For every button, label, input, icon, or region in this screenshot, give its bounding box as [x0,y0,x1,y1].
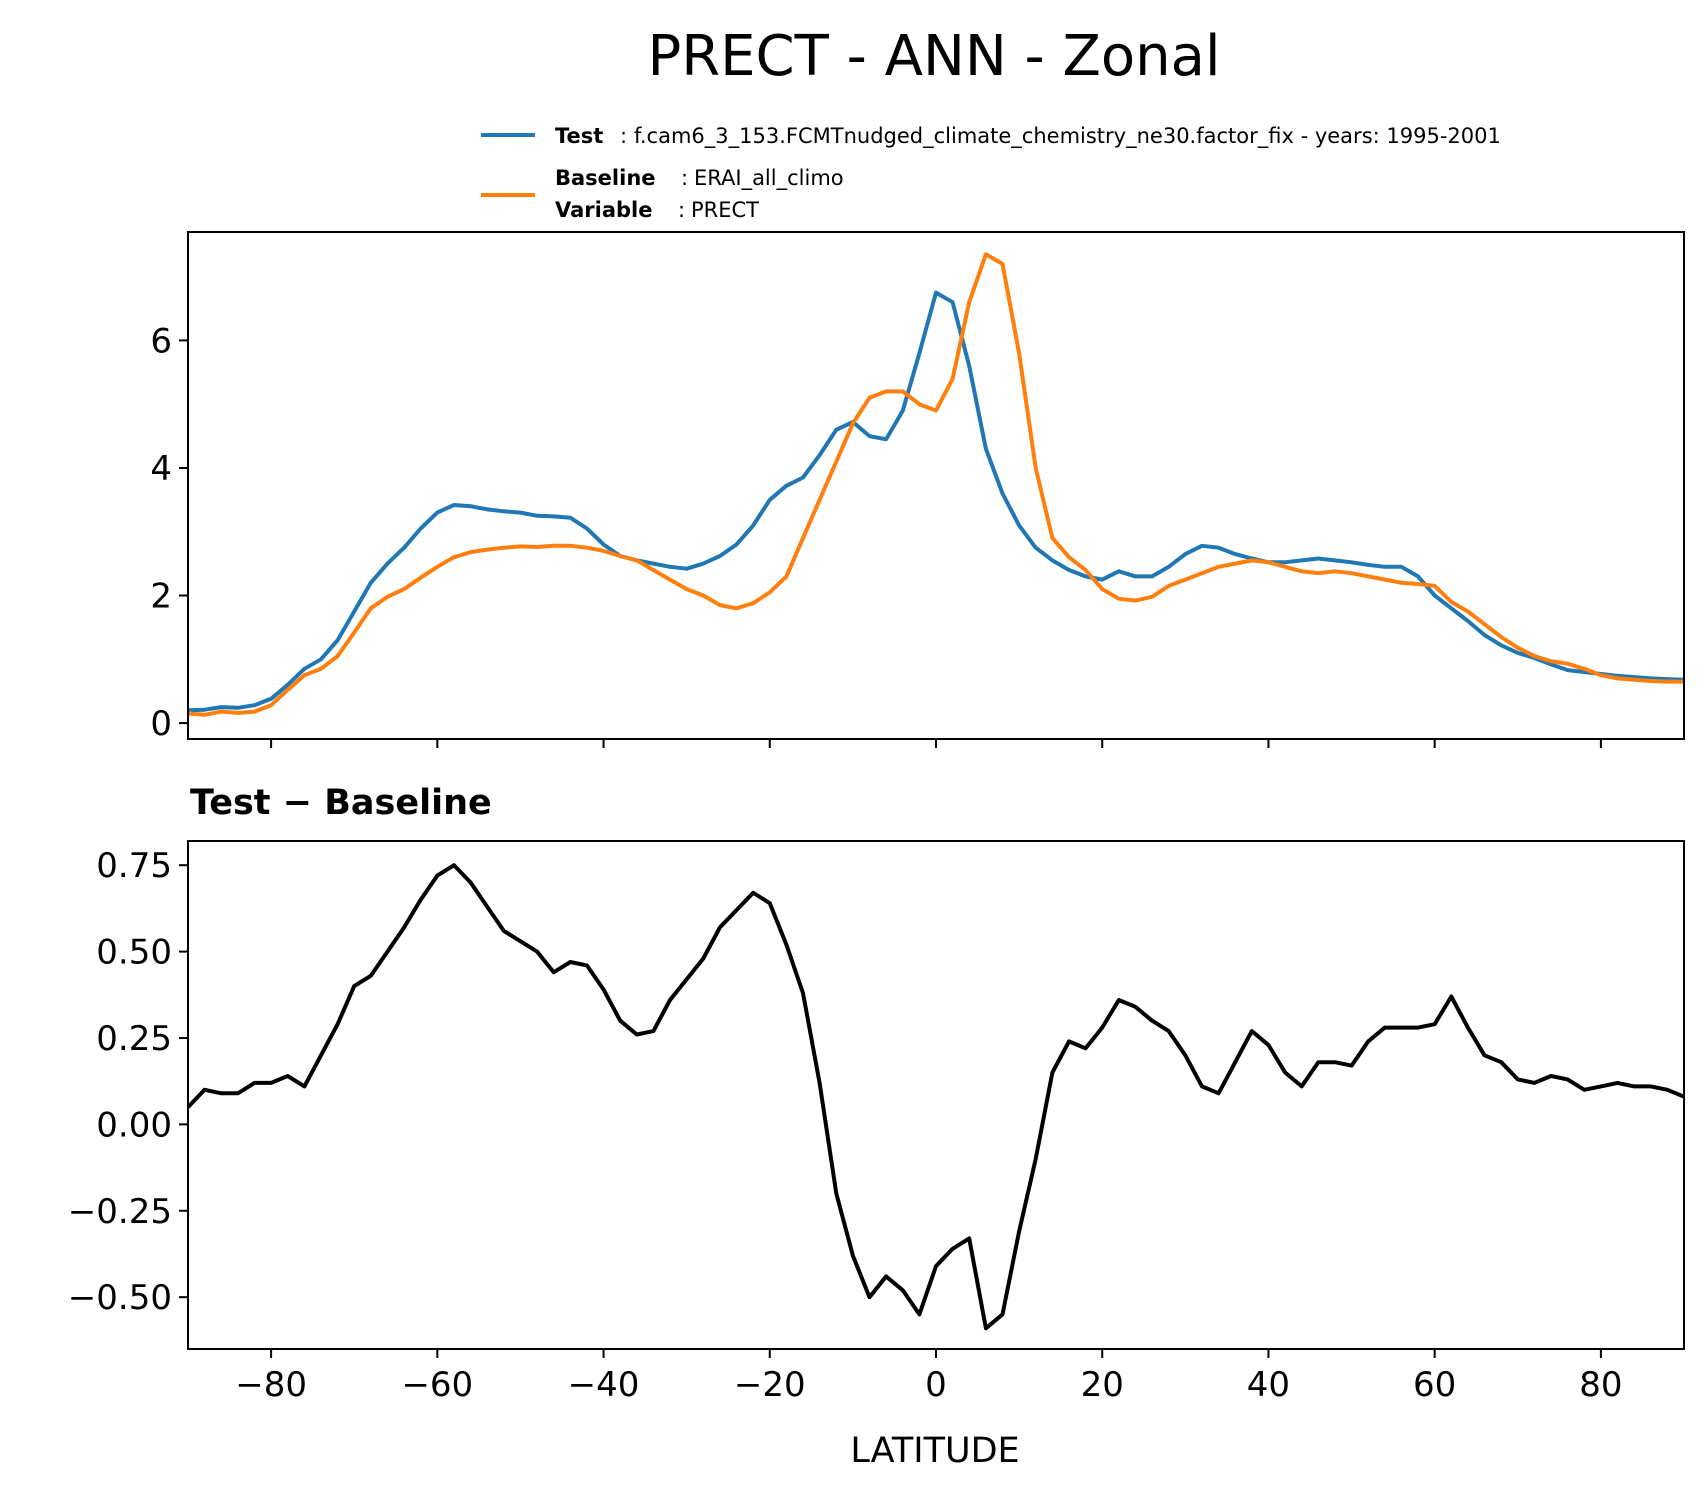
legend: Test : f.cam6_3_153.FCMTnudged_climate_c… [481,124,1501,222]
legend-text-test: f.cam6_3_153.FCMTnudged_climate_chemistr… [634,124,1501,149]
top-panel: 0 2 4 6 [150,231,1685,748]
diff-xtick-label: 40 [1247,1365,1290,1405]
top-series-line-baseline [187,252,1684,717]
legend-text-baseline: ERAI_all_climo [694,166,844,191]
legend-key-test: Test [555,124,603,148]
diff-ytick-label: −0.25 [68,1192,172,1232]
legend-key-variable: Variable [555,198,652,222]
top-ytick-label: 0 [150,704,172,744]
diff-ytick-label: −0.50 [68,1278,172,1318]
legend-key-baseline: Baseline [555,166,656,190]
diff-xtick-label: 80 [1579,1365,1622,1405]
diff-xtick-label: 20 [1081,1365,1124,1405]
top-panel-xticks [270,739,1602,748]
legend-sep-test: : [620,124,627,148]
diff-ytick-label: 0.00 [96,1105,172,1145]
diff-ytick-label: 0.75 [96,846,172,886]
top-panel-series [187,252,1685,717]
diff-series-line-test-baseline [186,863,1685,1331]
legend-text-variable: PRECT [691,198,759,222]
figure-title: PRECT - ANN - Zonal [647,24,1220,89]
top-ytick-label: 2 [150,577,172,617]
difference-panel-yticks: 0.75 0.50 0.25 0.00 −0.25 −0.50 [68,846,188,1318]
top-ytick-label: 4 [150,449,172,489]
difference-panel-series [186,863,1685,1331]
difference-panel-xticks: −80 −60 −40 −20 0 20 40 60 80 [235,1349,1623,1405]
diff-xtick-label: −80 [235,1365,307,1405]
difference-panel-title: Test − Baseline [190,783,492,823]
diff-xtick-label: −60 [401,1365,473,1405]
diff-ytick-label: 0.25 [96,1019,172,1059]
diff-xtick-label: 60 [1413,1365,1456,1405]
top-ytick-label: 6 [150,321,172,361]
diff-xtick-label: −40 [568,1365,640,1405]
diff-xtick-label: −20 [734,1365,806,1405]
legend-sep-variable: : [678,198,685,222]
diff-ytick-label: 0.50 [96,933,172,973]
legend-sep-baseline: : [681,166,688,190]
top-series-line-test [187,290,1685,713]
diff-xtick-label: 0 [925,1365,947,1405]
difference-panel: 0.75 0.50 0.25 0.00 −0.25 −0.50 −80 −60 −40 −20 0… [68,840,1685,1405]
top-panel-yticks: 0 2 4 6 [150,321,188,744]
x-axis-label: LATITUDE [850,1431,1019,1471]
